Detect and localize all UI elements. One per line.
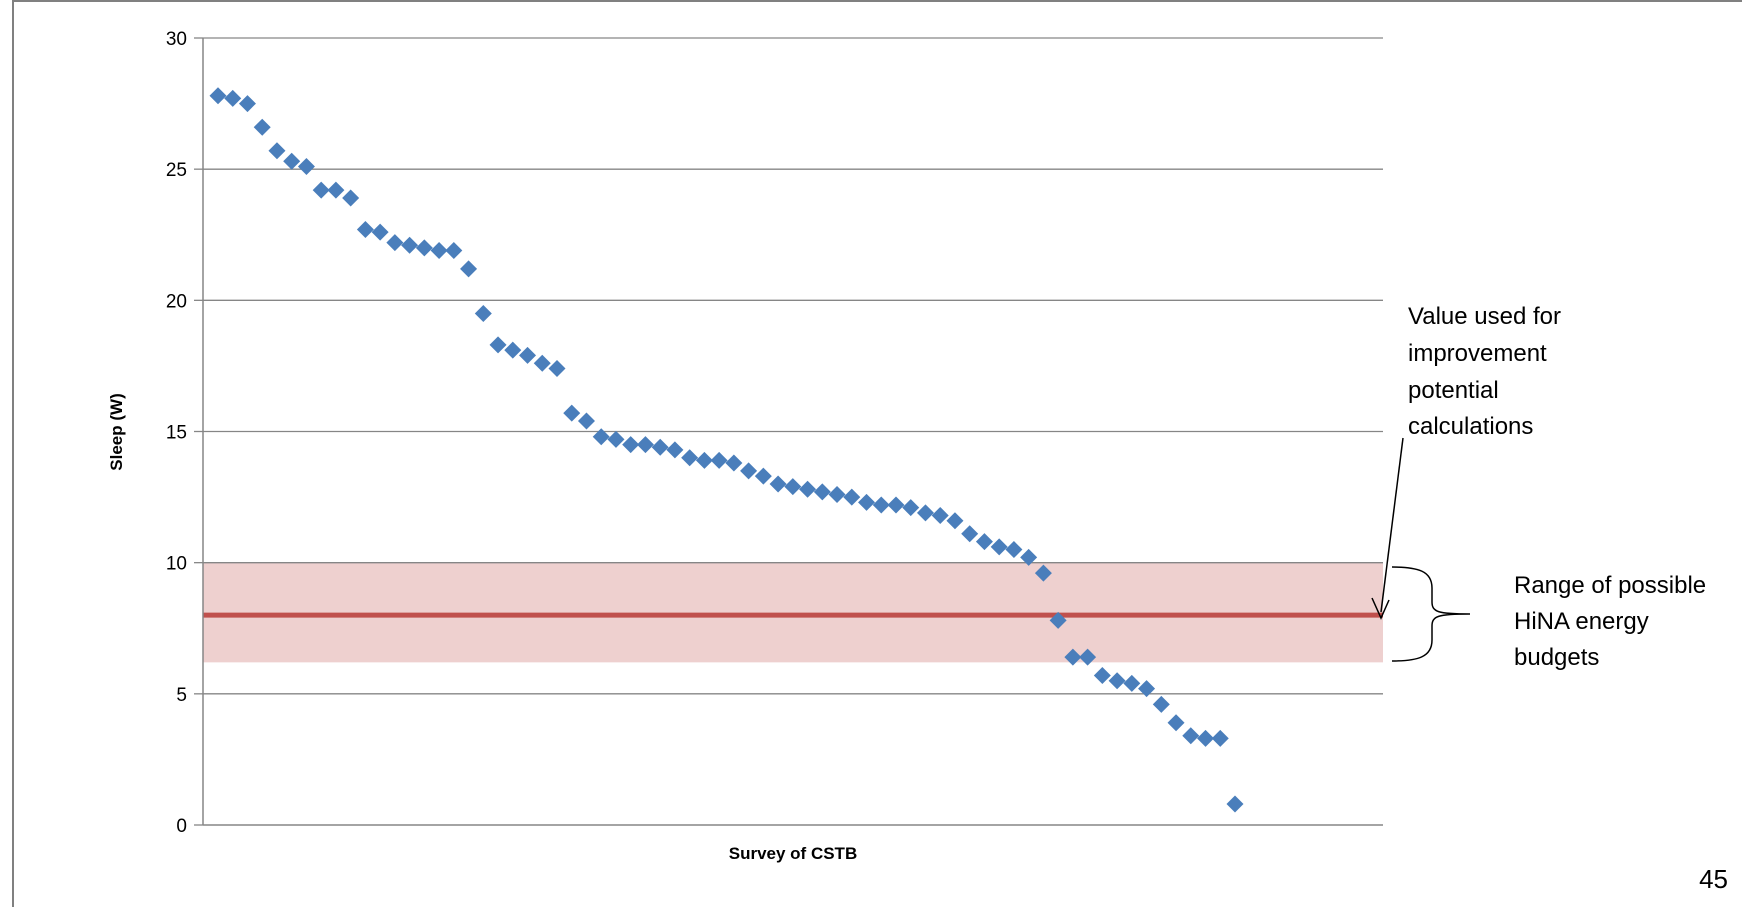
- data-point: [1123, 674, 1141, 692]
- data-point: [533, 354, 551, 372]
- data-point: [474, 304, 492, 322]
- data-point: [710, 451, 728, 469]
- range-brace: [1391, 566, 1471, 662]
- data-point: [386, 234, 404, 252]
- data-point: [1064, 648, 1082, 666]
- data-point: [725, 454, 743, 472]
- data-point: [858, 493, 876, 511]
- data-point: [224, 89, 242, 107]
- data-point: [813, 483, 831, 501]
- data-point: [1005, 541, 1023, 559]
- data-point: [209, 87, 227, 105]
- data-point: [238, 95, 256, 113]
- data-point: [975, 533, 993, 551]
- y-tick-label: 0: [176, 816, 187, 837]
- data-point: [253, 118, 271, 136]
- data-point: [430, 241, 448, 259]
- range-annotation-line: Range of possible: [1514, 572, 1706, 599]
- data-point: [1034, 564, 1052, 582]
- data-point: [754, 467, 772, 485]
- range-annotation: Range of possible HiNA energy budgets: [1391, 566, 1706, 671]
- data-point: [1226, 795, 1244, 813]
- data-point: [872, 496, 890, 514]
- value-annotation: Value used for improvement potential cal…: [1371, 303, 1561, 620]
- data-point: [607, 430, 625, 448]
- data-point: [961, 525, 979, 543]
- data-point: [268, 142, 286, 160]
- data-point: [504, 341, 522, 359]
- data-point: [401, 236, 419, 254]
- data-point: [1020, 548, 1038, 566]
- range-band: [203, 562, 1383, 663]
- arrow-head: [1371, 597, 1390, 620]
- data-point: [371, 223, 389, 241]
- data-point: [1182, 727, 1200, 745]
- data-point: [297, 158, 315, 176]
- data-point: [1211, 729, 1229, 747]
- data-point: [740, 462, 758, 480]
- page-number: 45: [1699, 864, 1728, 894]
- data-point: [636, 436, 654, 454]
- annotation-arrow: [1380, 437, 1404, 613]
- data-point: [799, 480, 817, 498]
- y-tick-label: 30: [166, 29, 187, 50]
- data-point: [946, 512, 964, 530]
- data-point: [445, 241, 463, 259]
- y-tick-label: 15: [166, 423, 187, 444]
- data-point: [563, 404, 581, 422]
- data-point: [312, 181, 330, 199]
- value-annotation-line: improvement: [1408, 340, 1547, 367]
- value-annotation-line: potential: [1408, 377, 1499, 404]
- data-point: [489, 336, 507, 354]
- data-point: [460, 260, 478, 278]
- data-point: [548, 360, 566, 378]
- data-point: [1079, 648, 1097, 666]
- data-point: [887, 496, 905, 514]
- range-annotation-line: HiNA energy: [1514, 608, 1649, 635]
- data-point: [1108, 672, 1126, 690]
- data-point: [1167, 714, 1185, 732]
- range-annotation-line: budgets: [1514, 644, 1599, 671]
- slide-frame: [12, 0, 1742, 907]
- data-point: [415, 239, 433, 257]
- data-point: [1197, 729, 1215, 747]
- data-point: [695, 451, 713, 469]
- data-point: [931, 506, 949, 524]
- value-annotation-line: calculations: [1408, 413, 1533, 440]
- data-point: [356, 221, 374, 239]
- y-tick-label: 5: [176, 685, 187, 706]
- data-point: [681, 449, 699, 467]
- y-tick-label: 20: [166, 291, 187, 312]
- data-point: [1049, 611, 1067, 629]
- data-point: [828, 485, 846, 503]
- value-annotation-line: Value used for: [1408, 303, 1561, 330]
- data-point: [990, 538, 1008, 556]
- data-point: [1093, 666, 1111, 684]
- data-point: [784, 478, 802, 496]
- data-point: [769, 475, 787, 493]
- data-point: [592, 428, 610, 446]
- data-point: [902, 499, 920, 517]
- data-point: [327, 181, 345, 199]
- y-tick-label: 25: [166, 160, 187, 181]
- data-point: [283, 152, 301, 170]
- y-axis-title: Sleep (W): [107, 393, 126, 470]
- data-point: [1138, 680, 1156, 698]
- data-point: [843, 488, 861, 506]
- y-tick-label: 10: [166, 554, 187, 575]
- data-point: [622, 436, 640, 454]
- data-point: [1152, 695, 1170, 713]
- data-point: [666, 441, 684, 459]
- data-point: [916, 504, 934, 522]
- data-point: [577, 412, 595, 430]
- data-point: [519, 346, 537, 364]
- data-point: [342, 189, 360, 207]
- data-point: [651, 438, 669, 456]
- x-axis-title: Survey of CSTB: [729, 844, 857, 863]
